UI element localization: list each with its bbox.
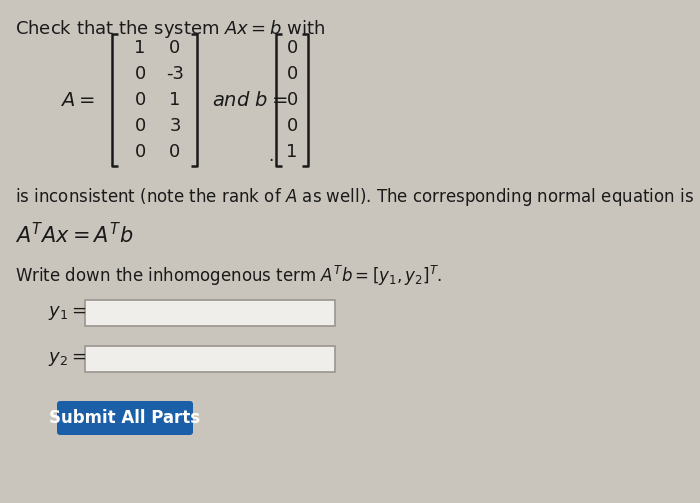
Text: 1: 1 [169,91,181,109]
Text: 0: 0 [286,39,297,57]
Text: 1: 1 [286,143,297,161]
Text: -3: -3 [166,65,184,83]
FancyBboxPatch shape [85,300,335,326]
Text: 0: 0 [134,143,146,161]
Text: 0: 0 [134,91,146,109]
Text: Write down the inhomogenous term $A^{T}b = [y_1, y_2]^{T}$.: Write down the inhomogenous term $A^{T}b… [15,264,442,288]
Text: $A =$: $A =$ [60,91,94,110]
Text: 0: 0 [134,65,146,83]
Text: Submit All Parts: Submit All Parts [50,409,201,427]
Text: 0: 0 [286,91,297,109]
Text: $y_2 =$: $y_2 =$ [48,350,86,368]
Text: $y_1 =$: $y_1 =$ [48,304,86,322]
Text: Check that the system $Ax = b$ with: Check that the system $Ax = b$ with [15,18,326,40]
Text: 0: 0 [134,117,146,135]
Text: 0: 0 [286,117,297,135]
Text: $A^T Ax = A^Tb$: $A^T Ax = A^Tb$ [15,222,133,247]
Text: 1: 1 [134,39,146,57]
Text: 0: 0 [286,65,297,83]
Text: 3: 3 [169,117,181,135]
Text: ·: · [268,152,274,170]
Text: 0: 0 [169,39,181,57]
FancyBboxPatch shape [85,346,335,372]
Text: and $b =$: and $b =$ [212,91,288,110]
Text: is inconsistent (note the rank of $A$ as well). The corresponding normal equatio: is inconsistent (note the rank of $A$ as… [15,186,694,208]
Text: 0: 0 [169,143,181,161]
FancyBboxPatch shape [57,401,193,435]
